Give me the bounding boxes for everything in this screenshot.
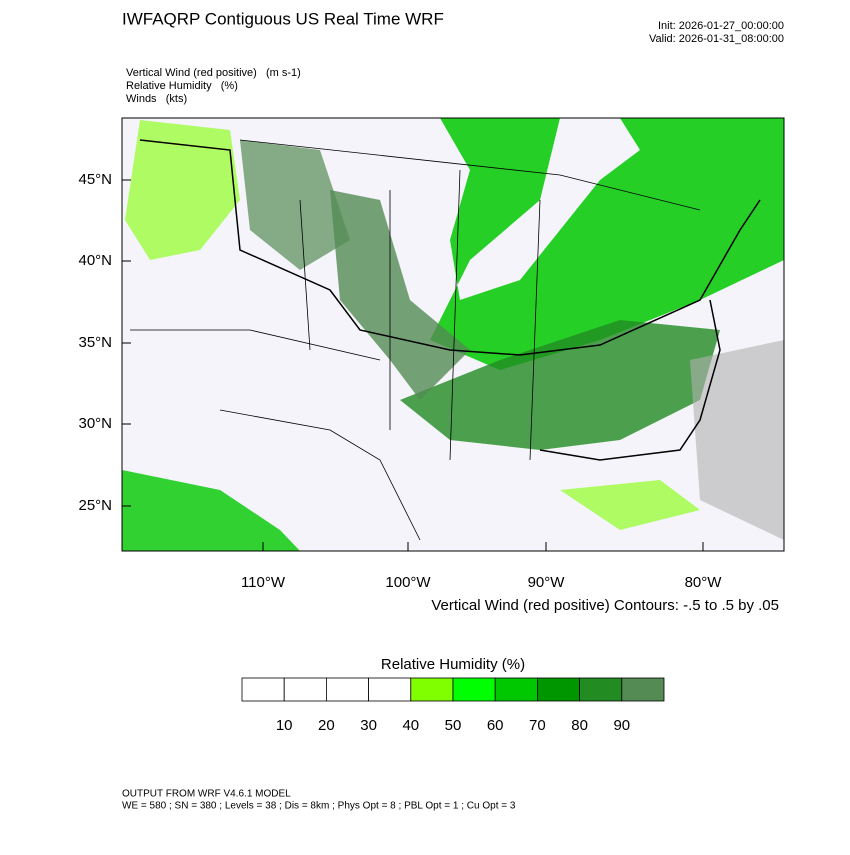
- lon-label: 80°W: [685, 574, 723, 591]
- lat-label: 30°N: [78, 415, 112, 432]
- colorbar-box: [579, 677, 623, 702]
- lat-label: 25°N: [78, 497, 112, 514]
- valid-time: Valid: 2026-01-31_08:00:00: [649, 33, 784, 45]
- colorbar-box: [241, 677, 285, 702]
- lat-label: 45°N: [78, 171, 112, 188]
- colorbar-label: 30: [360, 717, 377, 734]
- colorbar-box: [325, 677, 369, 702]
- field-label: Vertical Wind (red positive) (m s-1): [126, 67, 301, 79]
- colorbar-label: 60: [487, 717, 504, 734]
- lon-label: 110°W: [241, 574, 286, 591]
- init-time: Init: 2026-01-27_00:00:00: [658, 20, 784, 32]
- colorbar-label: 70: [529, 717, 546, 734]
- map-frame: [121, 117, 785, 552]
- lat-label: 40°N: [78, 252, 112, 269]
- lon-label: 90°W: [528, 574, 566, 591]
- colorbar-box: [621, 677, 665, 702]
- colorbar-box: [368, 677, 412, 702]
- colorbar-label: 40: [402, 717, 419, 734]
- lat-label: 35°N: [78, 334, 112, 351]
- colorbar-box: [283, 677, 327, 702]
- colorbar-box: [537, 677, 581, 702]
- title: IWFAQRP Contiguous US Real Time WRF: [122, 9, 444, 28]
- footer: OUTPUT FROM WRF V4.6.1 MODEL: [122, 789, 291, 800]
- colorbar-box: [410, 677, 454, 702]
- colorbar-title: Relative Humidity (%): [381, 656, 525, 673]
- colorbar-label: 50: [445, 717, 462, 734]
- map: [122, 118, 784, 551]
- colorbar-box: [452, 677, 496, 702]
- field-label: Relative Humidity (%): [126, 80, 238, 92]
- contour-note: Vertical Wind (red positive) Contours: -…: [431, 597, 779, 614]
- colorbar-box: [494, 677, 538, 702]
- colorbar-label: 20: [318, 717, 335, 734]
- colorbar-label: 90: [613, 717, 630, 734]
- colorbar-label: 10: [276, 717, 293, 734]
- field-label: Winds (kts): [126, 93, 187, 105]
- footer: WE = 580 ; SN = 380 ; Levels = 38 ; Dis …: [122, 801, 516, 812]
- lon-label: 100°W: [385, 574, 431, 591]
- colorbar-label: 80: [571, 717, 588, 734]
